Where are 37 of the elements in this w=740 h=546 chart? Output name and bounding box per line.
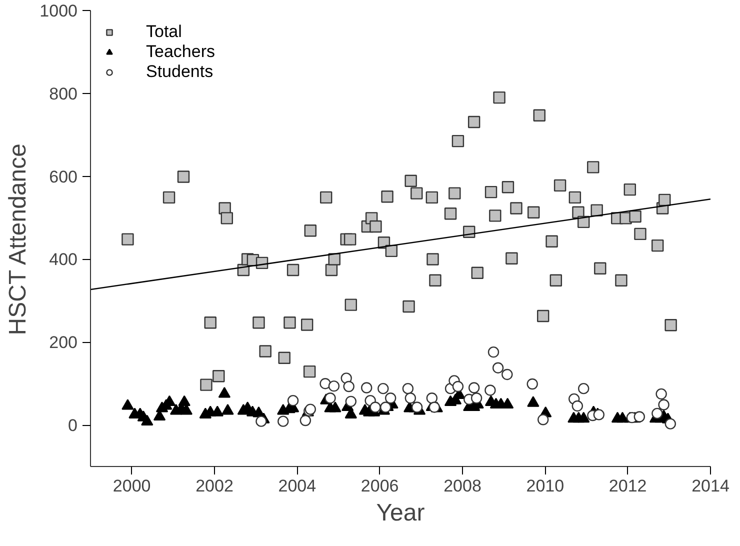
legend-label: Teachers bbox=[146, 42, 215, 62]
point bbox=[324, 392, 336, 404]
y-tick-label: 600 bbox=[49, 167, 78, 186]
point bbox=[411, 402, 423, 413]
point bbox=[634, 411, 646, 422]
point bbox=[538, 414, 549, 426]
y-tick-label: 800 bbox=[49, 84, 78, 104]
x-tick-label: 2006 bbox=[360, 476, 399, 496]
y-tick-label: 1000 bbox=[40, 2, 78, 20]
x-tick-label: 2004 bbox=[278, 476, 316, 496]
point bbox=[470, 392, 482, 404]
point bbox=[652, 408, 663, 420]
x-axis-title: Year bbox=[376, 500, 425, 526]
x-tick-label: 2002 bbox=[196, 476, 234, 496]
y-tick-label: 400 bbox=[49, 250, 78, 270]
x-tick-label: 2008 bbox=[444, 476, 482, 496]
point bbox=[343, 380, 354, 392]
x-tick-label: 2014 bbox=[692, 476, 730, 496]
y-tick-label: 0 bbox=[68, 416, 78, 436]
y-tick-label: 200 bbox=[49, 333, 78, 352]
point bbox=[572, 400, 584, 412]
point bbox=[345, 396, 356, 408]
point bbox=[428, 402, 440, 413]
x-tick-label: 2000 bbox=[112, 476, 151, 496]
point bbox=[287, 394, 299, 406]
point bbox=[384, 392, 396, 404]
y-axis-title: HSCT Attendance bbox=[4, 144, 32, 336]
point bbox=[256, 416, 267, 427]
point bbox=[361, 382, 372, 394]
point bbox=[370, 402, 381, 413]
point bbox=[452, 380, 464, 392]
x-tick-label: 2012 bbox=[608, 476, 647, 496]
point bbox=[664, 418, 676, 430]
x-tick-label: 2010 bbox=[526, 476, 564, 496]
legend-label: Total bbox=[146, 22, 182, 42]
legend-label: Students bbox=[146, 62, 214, 82]
point bbox=[380, 402, 392, 413]
